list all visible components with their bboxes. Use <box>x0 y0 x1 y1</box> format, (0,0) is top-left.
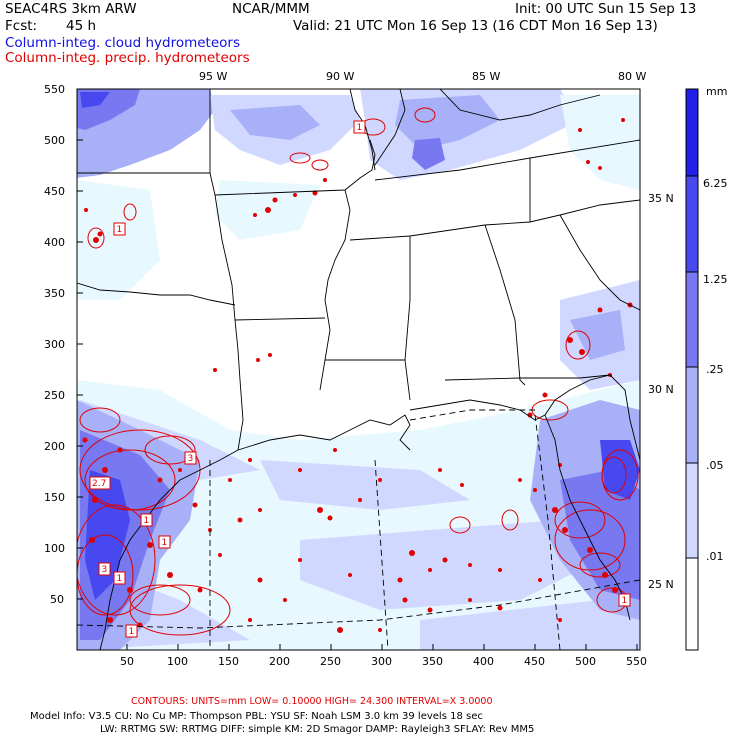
x-tick-label: 350 <box>422 655 443 668</box>
lat-label-35n: 35 N <box>648 192 674 205</box>
fcst-label: Fcst: <box>5 18 38 34</box>
x-tick-label: 300 <box>371 655 392 668</box>
svg-text:3: 3 <box>102 565 108 575</box>
valid-time: Valid: 21 UTC Mon 16 Sep 13 (16 CDT Mon … <box>293 18 658 34</box>
svg-text:1: 1 <box>117 574 123 584</box>
colorbar-label: 6.25 <box>703 177 728 190</box>
x-tick-label: 500 <box>575 655 596 668</box>
colorbar-band <box>686 89 698 176</box>
x-tick-label: 200 <box>269 655 290 668</box>
contour-label: 3 <box>98 562 111 576</box>
y-tick-label: 400 <box>44 236 65 249</box>
model-title: SEAC4RS 3km ARW <box>5 1 137 17</box>
model-info-row2: LW: RRTMG SW: RRTMG DIFF: simple KM: 2D … <box>100 724 535 735</box>
contour-labels: 1 1 2.7 3 1 1 1 3 1 1 <box>89 120 631 638</box>
contour-label: 1 <box>158 535 171 549</box>
model-info-row1: Model Info: V3.5 CU: No Cu MP: Thompson … <box>30 711 483 722</box>
y-tick-label: 200 <box>44 440 65 453</box>
lon-label-85w: 85 W <box>472 70 501 83</box>
svg-text:1: 1 <box>622 596 628 606</box>
svg-text:3: 3 <box>188 454 194 464</box>
lat-label-25n: 25 N <box>648 578 674 591</box>
colorbar-unit: mm <box>706 85 728 98</box>
x-tick-label: 100 <box>167 655 188 668</box>
y-tick-label: 50 <box>50 593 64 606</box>
contour-label: 1 <box>125 624 138 638</box>
y-tick-label: 250 <box>44 389 65 402</box>
colorbar-band <box>686 367 698 463</box>
lon-label-90w: 90 W <box>326 70 355 83</box>
contour-label: 1 <box>140 513 153 527</box>
contour-label: 1 <box>353 120 366 134</box>
svg-text:1: 1 <box>129 627 135 637</box>
y-tick-label: 450 <box>44 185 65 198</box>
svg-text:1: 1 <box>357 123 363 133</box>
x-tick-label: 50 <box>120 655 134 668</box>
fcst-value: 45 h <box>66 18 97 34</box>
contour-label: 2.7 <box>89 476 111 490</box>
y-tick-label: 550 <box>44 83 65 96</box>
colorbar-label: 1.25 <box>703 273 728 286</box>
contours-info: CONTOURS: UNITS=mm LOW= 0.10000 HIGH= 24… <box>131 696 493 707</box>
y-tick-label: 500 <box>44 134 65 147</box>
precip-cells <box>82 118 633 633</box>
colorbar-label: .05 <box>706 459 724 472</box>
y-tick-label: 100 <box>44 542 65 555</box>
colorbar-band <box>686 272 698 367</box>
colorbar-label: .25 <box>706 363 724 376</box>
colorbar-band <box>686 558 698 650</box>
colorbar <box>685 88 699 651</box>
svg-text:2.7: 2.7 <box>92 479 106 489</box>
svg-text:1: 1 <box>117 225 123 235</box>
legend-cloud-hydrometeors: Column-integ. cloud hydrometeors <box>5 35 241 51</box>
lat-label-30n: 30 N <box>648 383 674 396</box>
y-tick-label: 350 <box>44 287 65 300</box>
legend-precip-hydrometeors: Column-integ. precip. hydrometeors <box>5 50 250 66</box>
dashed-boundaries <box>77 409 640 650</box>
state-boundaries <box>77 89 640 650</box>
axis-ticks <box>77 88 638 650</box>
init-time: Init: 00 UTC Sun 15 Sep 13 <box>515 1 697 17</box>
contour-label: 1 <box>113 571 126 585</box>
x-tick-label: 450 <box>524 655 545 668</box>
colorbar-label: .01 <box>706 550 724 563</box>
x-tick-label: 550 <box>626 655 647 668</box>
svg-text:1: 1 <box>144 516 150 526</box>
svg-text:1: 1 <box>162 538 168 548</box>
x-tick-label: 250 <box>320 655 341 668</box>
x-tick-label: 400 <box>473 655 494 668</box>
colorbar-band <box>686 463 698 558</box>
map-frame <box>76 88 641 651</box>
contour-label: 3 <box>184 451 197 465</box>
y-tick-label: 150 <box>44 491 65 504</box>
contour-label: 1 <box>618 593 631 607</box>
lon-label-95w: 95 W <box>199 70 228 83</box>
x-tick-label: 150 <box>218 655 239 668</box>
lon-label-80w: 80 W <box>618 70 647 83</box>
colorbar-band <box>686 176 698 272</box>
contour-label: 1 <box>113 222 126 236</box>
center-name: NCAR/MMM <box>232 1 310 17</box>
y-tick-label: 300 <box>44 338 65 351</box>
